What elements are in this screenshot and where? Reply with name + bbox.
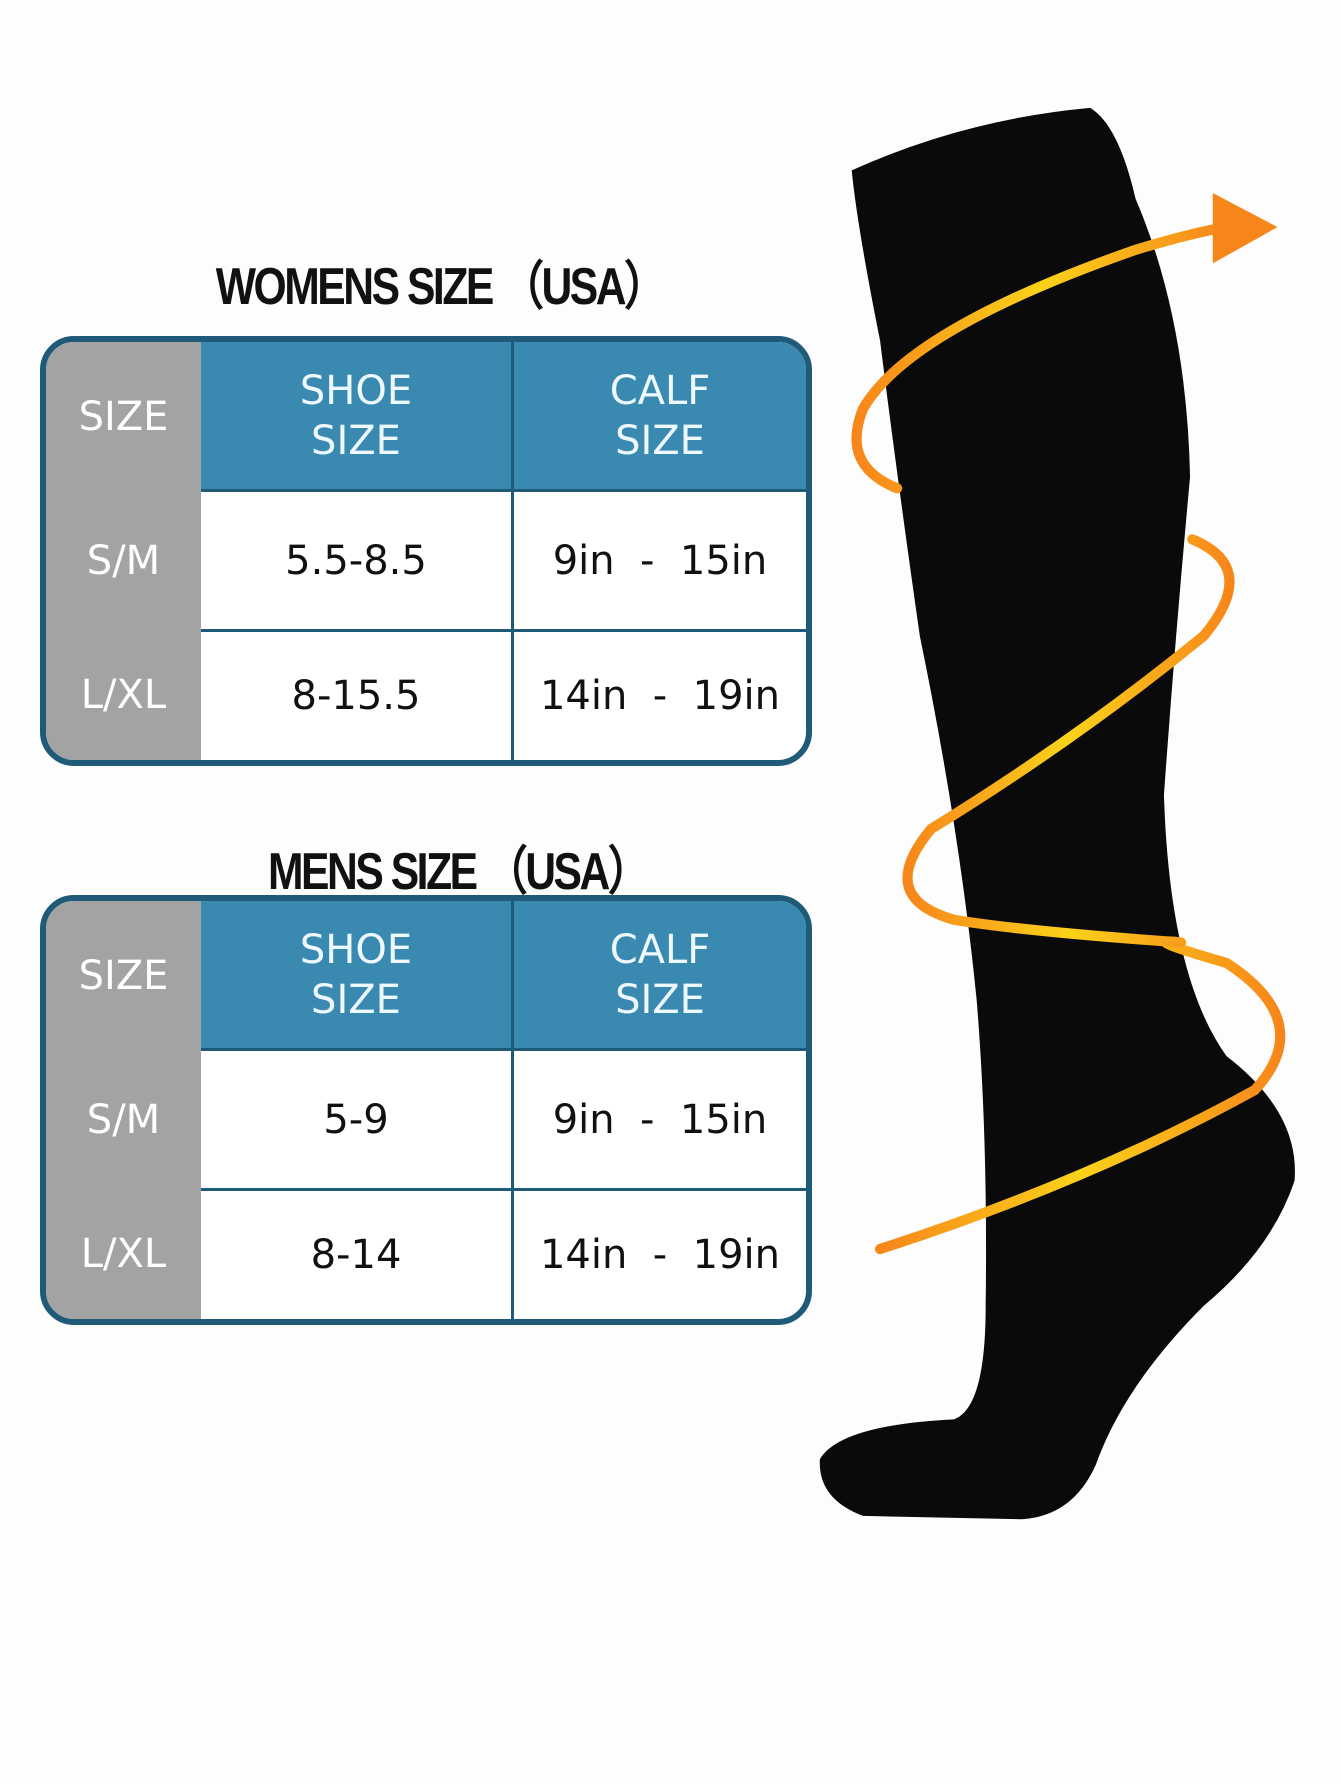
shoe-size-cell: 8-15.5 xyxy=(201,629,511,760)
calf-size-header: CALF SIZE xyxy=(511,901,806,1051)
row-label: L/XL xyxy=(46,1188,201,1319)
spiral-arrow-path xyxy=(874,936,1286,1255)
womens-size-table: SIZE SHOE SIZE CALF SIZE S/M 5.5-8.5 9in… xyxy=(40,336,812,766)
calf-size-cell: 9in - 15in xyxy=(511,492,806,629)
size-header: SIZE xyxy=(46,342,201,492)
shoe-size-cell: 5.5-8.5 xyxy=(285,537,427,584)
shoe-size-header: SHOE SIZE xyxy=(201,342,511,492)
sock-shape xyxy=(819,107,1295,1520)
row-label: L/XL xyxy=(46,629,201,760)
shoe-size-header: SHOE SIZE xyxy=(201,901,511,1051)
calf-size-cell: 14in - 19in xyxy=(511,1188,806,1319)
womens-size-title: WOMENS SIZE （USA） xyxy=(215,258,667,316)
mens-size-title: MENS SIZE （USA） xyxy=(267,843,651,901)
arrow-head-icon xyxy=(1212,193,1278,264)
calf-size-header: CALF SIZE xyxy=(511,342,806,492)
mens-size-table: SIZE SHOE SIZE CALF SIZE S/M 5-9 9in - 1… xyxy=(40,895,812,1325)
row-label: S/M xyxy=(46,1051,201,1188)
shoe-size-cell: 5-9 xyxy=(323,1096,389,1143)
calf-size-cell: 9in - 15in xyxy=(511,1051,806,1188)
shoe-size-cell: 8-14 xyxy=(201,1188,511,1319)
size-header: SIZE xyxy=(46,901,201,1051)
calf-size-cell: 14in - 19in xyxy=(511,629,806,760)
row-label: S/M xyxy=(46,492,201,629)
